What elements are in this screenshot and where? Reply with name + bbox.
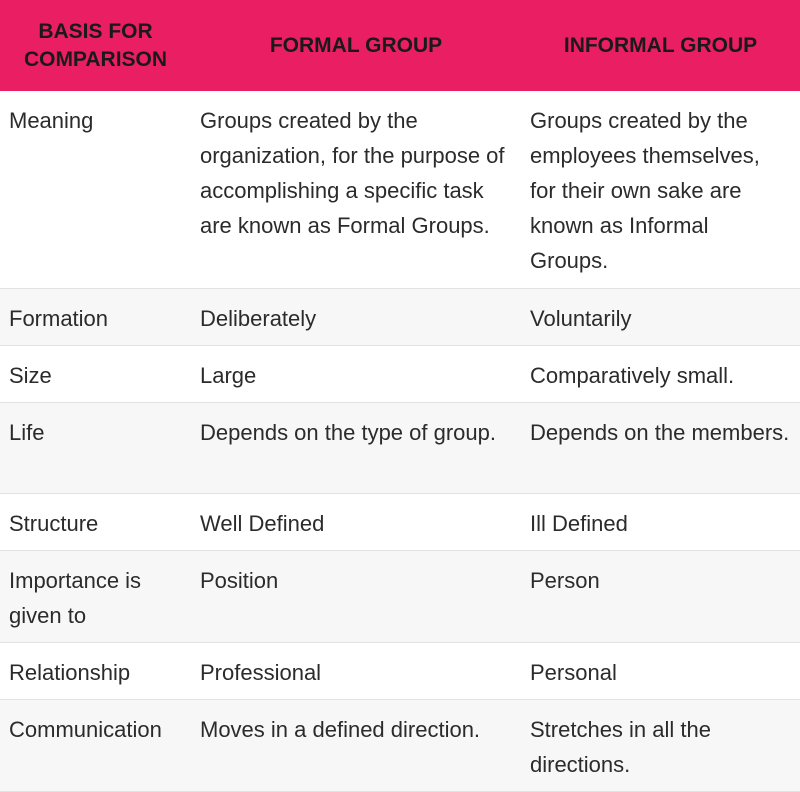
- table-row: Size Large Comparatively small.: [0, 345, 800, 403]
- header-basis: BASIS FOR COMPARISON: [0, 0, 191, 91]
- table-row: Structure Well Defined Ill Defined: [0, 493, 800, 551]
- cell-informal: Stretches in all the directions.: [521, 699, 800, 792]
- header-informal-group: INFORMAL GROUP: [521, 0, 800, 91]
- cell-informal: Depends on the members.: [521, 402, 800, 494]
- cell-formal: Groups created by the organization, for …: [191, 91, 521, 289]
- table-row: Importance is given to Position Person: [0, 550, 800, 643]
- cell-informal: Personal: [521, 642, 800, 700]
- table-header: BASIS FOR COMPARISON FORMAL GROUP INFORM…: [0, 0, 800, 91]
- cell-basis: Structure: [0, 493, 191, 551]
- cell-informal: Voluntarily: [521, 288, 800, 346]
- cell-informal: Groups created by the employees themselv…: [521, 91, 800, 289]
- cell-basis: Communication: [0, 699, 191, 792]
- cell-formal: Depends on the type of group.: [191, 402, 521, 494]
- cell-formal: Moves in a defined direction.: [191, 699, 521, 792]
- header-formal-group: FORMAL GROUP: [191, 0, 521, 91]
- cell-formal: Position: [191, 550, 521, 643]
- cell-formal: Large: [191, 345, 521, 403]
- cell-formal: Deliberately: [191, 288, 521, 346]
- table-row: Formation Deliberately Voluntarily: [0, 288, 800, 346]
- header-row: BASIS FOR COMPARISON FORMAL GROUP INFORM…: [0, 0, 800, 91]
- cell-basis: Size: [0, 345, 191, 403]
- cell-informal: Ill Defined: [521, 493, 800, 551]
- cell-informal: Person: [521, 550, 800, 643]
- table-row: Life Depends on the type of group. Depen…: [0, 402, 800, 494]
- table-row: Communication Moves in a defined directi…: [0, 699, 800, 792]
- cell-basis: Formation: [0, 288, 191, 346]
- table-row: Meaning Groups created by the organizati…: [0, 91, 800, 289]
- cell-basis: Life: [0, 402, 191, 494]
- table-row: Relationship Professional Personal: [0, 642, 800, 700]
- cell-informal: Comparatively small.: [521, 345, 800, 403]
- cell-formal: Well Defined: [191, 493, 521, 551]
- cell-basis: Meaning: [0, 91, 191, 289]
- cell-formal: Professional: [191, 642, 521, 700]
- cell-basis: Importance is given to: [0, 550, 191, 643]
- cell-basis: Relationship: [0, 642, 191, 700]
- table-body: Meaning Groups created by the organizati…: [0, 91, 800, 792]
